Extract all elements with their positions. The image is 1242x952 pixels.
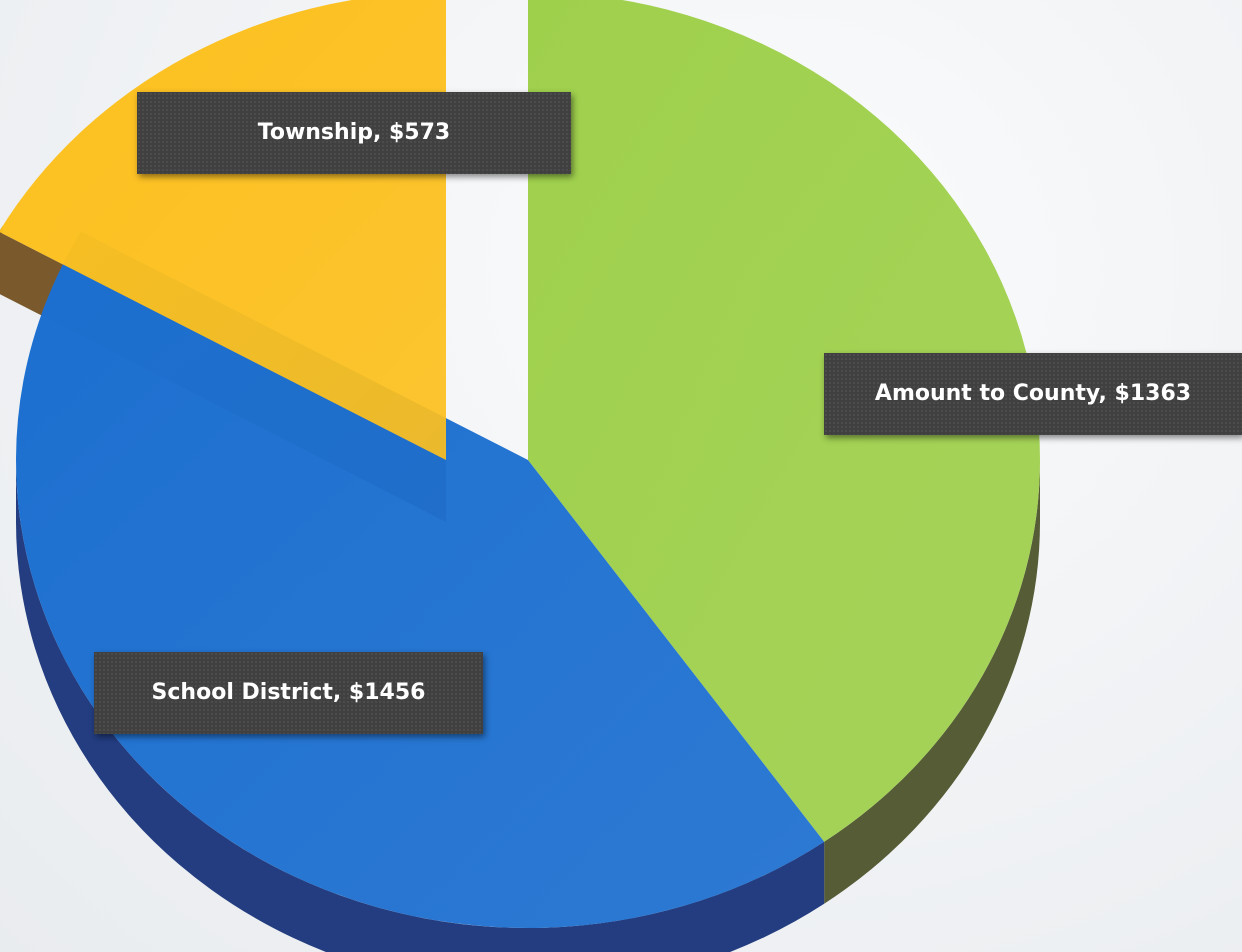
pie-slice-side-school-district bbox=[16, 460, 825, 952]
pie-slice-amount-to-county bbox=[528, 0, 1040, 842]
data-label-township: Township, $573 bbox=[137, 92, 571, 174]
data-label-amount-to-county: Amount to County, $1363 bbox=[824, 353, 1242, 435]
pie-slice-side-amount-to-county bbox=[824, 460, 1040, 904]
pie-slice-side-township-left bbox=[0, 226, 3, 293]
pie-slice-school-district bbox=[15, 231, 825, 929]
data-label-school-district: School District, $1456 bbox=[94, 652, 483, 734]
